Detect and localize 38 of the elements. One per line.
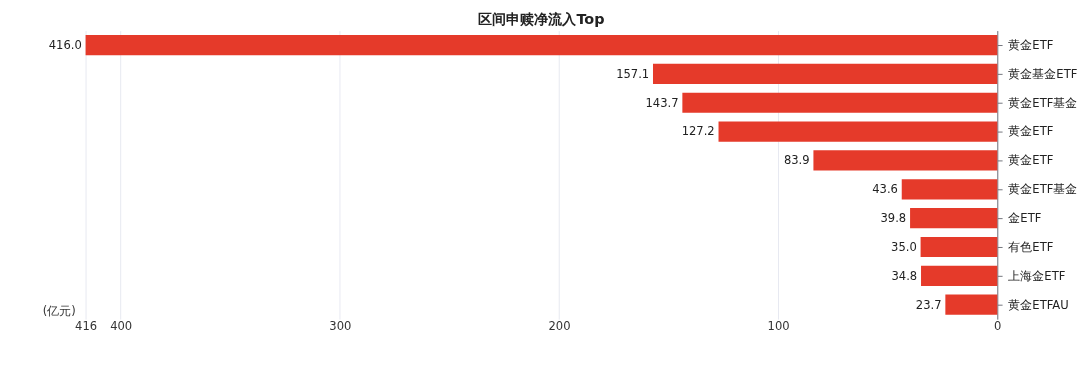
bar	[945, 294, 998, 315]
data-label: 34.8	[891, 268, 918, 283]
bar	[910, 208, 998, 229]
y-tick-label: 黄金ETF	[1008, 153, 1054, 168]
y-tick-label: 黄金ETF基金	[1008, 182, 1078, 197]
x-tick-label: 416	[75, 319, 98, 334]
bar	[85, 34, 998, 56]
data-label: 39.8	[880, 210, 907, 225]
data-label: 127.2	[681, 124, 715, 139]
y-tick-label: 上海金ETF	[1008, 268, 1066, 283]
data-label: 23.7	[915, 297, 942, 312]
x-tick-label: 300	[329, 319, 352, 334]
bar	[813, 150, 998, 171]
y-tick-label: 有色ETF	[1008, 239, 1054, 254]
y-tick-label: 黄金基金ETF	[1008, 66, 1078, 81]
y-tick-label: 黄金ETF基金	[1008, 95, 1078, 110]
data-label: 43.6	[872, 182, 898, 197]
data-label: 157.1	[616, 66, 650, 81]
bar	[682, 92, 998, 113]
y-tick-label: 黄金ETF	[1008, 124, 1054, 139]
data-label: 143.7	[645, 95, 679, 110]
data-label: 416.0	[48, 37, 82, 52]
data-label: 83.9	[783, 153, 810, 168]
data-label: 35.0	[891, 239, 917, 254]
x-tick-label: 100	[767, 319, 790, 334]
y-tick-label: 黄金ETFAU	[1008, 297, 1069, 312]
x-tick-label: 0	[994, 319, 1002, 334]
x-axis-title: (亿元)	[42, 303, 76, 318]
y-tick-label: 黄金ETF	[1008, 37, 1054, 52]
bar	[718, 121, 998, 142]
y-tick-label: 金ETF	[1008, 210, 1042, 225]
x-tick-label: 400	[110, 319, 133, 334]
bar	[901, 179, 998, 200]
bar	[652, 63, 998, 84]
bar	[921, 265, 998, 286]
chart-title: 区间申赎净流入Top	[478, 10, 605, 27]
x-tick-label: 200	[548, 319, 571, 334]
bar	[920, 236, 998, 258]
